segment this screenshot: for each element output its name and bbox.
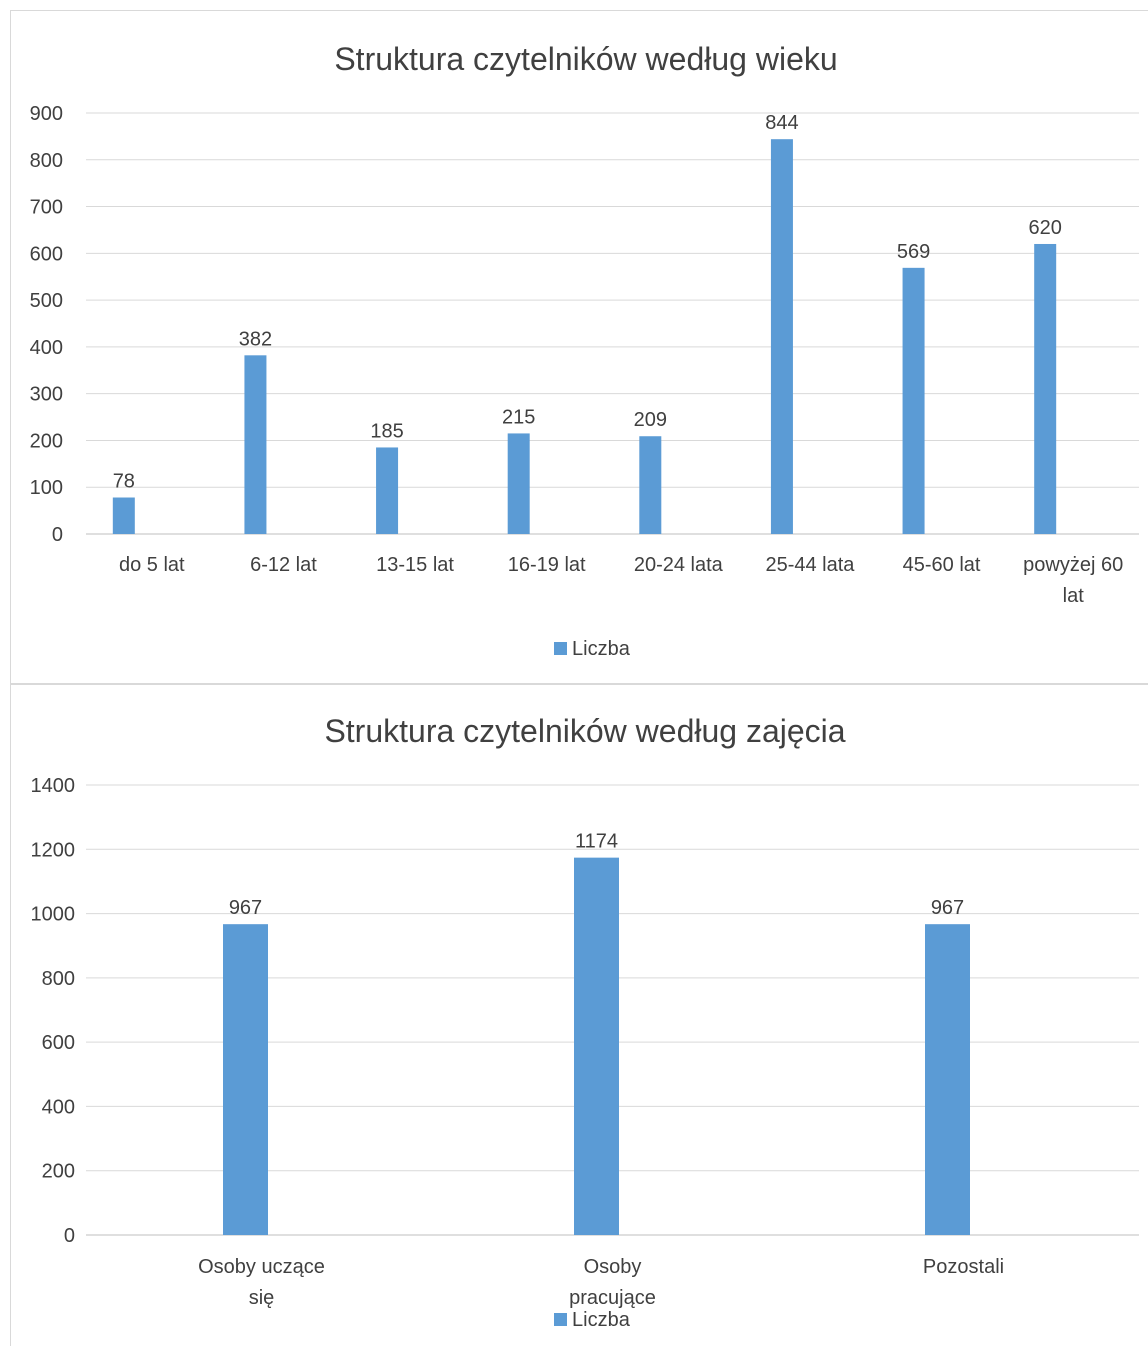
y-tick-label: 500 <box>30 290 63 312</box>
chart-age: Struktura czytelników według wieku 0 100 20… <box>10 10 1148 684</box>
y-tick-label: 100 <box>30 477 63 499</box>
y-tick-label: 1400 <box>31 775 76 797</box>
x-category-label: Osoby uczące się <box>198 1256 325 1309</box>
y-tick-label: 600 <box>42 1032 75 1054</box>
bar <box>244 355 267 534</box>
chart-title: Struktura czytelników według zajęcia <box>324 713 845 749</box>
legend-label: Liczba <box>572 1309 631 1331</box>
data-label: 569 <box>897 241 930 263</box>
bar <box>112 497 135 534</box>
y-tick-label: 800 <box>42 968 75 990</box>
chart-title: Struktura czytelników według wieku <box>334 41 837 77</box>
y-tick-label: 600 <box>30 243 63 265</box>
legend-swatch <box>554 642 567 655</box>
y-tick-label: 400 <box>42 1096 75 1118</box>
y-tick-label: 0 <box>64 1225 75 1247</box>
x-category-label: 16-19 lat <box>508 554 586 576</box>
bar <box>902 267 925 534</box>
data-label: 209 <box>634 409 667 431</box>
x-category-label: Osoby pracujące <box>569 1256 656 1309</box>
x-category-label: Pozostali <box>923 1256 1004 1278</box>
y-tick-label: 200 <box>30 430 63 452</box>
data-label: 967 <box>931 897 964 919</box>
data-label: 1174 <box>575 831 618 853</box>
data-label: 620 <box>1029 217 1062 239</box>
y-tick-label: 1200 <box>31 839 76 861</box>
y-tick-label: 300 <box>30 384 63 406</box>
data-label: 844 <box>765 112 798 134</box>
y-tick-label: 1000 <box>31 904 76 926</box>
y-tick-label: 0 <box>52 524 63 546</box>
data-label: 382 <box>239 328 272 350</box>
x-category-label: do 5 lat <box>119 554 185 576</box>
bar <box>925 924 970 1235</box>
x-category-label: 6-12 lat <box>250 554 317 576</box>
data-label: 215 <box>502 406 535 428</box>
y-tick-label: 700 <box>30 197 63 219</box>
x-category-label: 45-60 lat <box>903 554 981 576</box>
y-tick-label: 800 <box>30 150 63 172</box>
data-label: 78 <box>113 471 135 493</box>
bar <box>507 433 530 534</box>
bar <box>376 447 399 534</box>
y-tick-label: 200 <box>42 1161 75 1183</box>
x-category-label: 25-44 lata <box>765 554 855 576</box>
bar <box>574 857 619 1235</box>
y-tick-label: 400 <box>30 337 63 359</box>
legend-swatch <box>554 1313 567 1326</box>
y-tick-label: 900 <box>30 103 63 125</box>
bar <box>223 924 268 1235</box>
data-label: 967 <box>229 897 262 919</box>
bar <box>770 139 793 534</box>
x-category-label: powyżej 60 lat <box>1023 554 1123 607</box>
x-category-label: 20-24 lata <box>634 554 724 576</box>
bar <box>639 436 662 534</box>
bar <box>1034 243 1057 534</box>
chart-occupation-svg: Struktura czytelników według zajęcia 0 200… <box>31 713 1139 1331</box>
legend-label: Liczba <box>572 638 631 660</box>
chart-occupation: Struktura czytelników według zajęcia 0 200… <box>10 684 1148 1346</box>
x-category-label: 13-15 lat <box>376 554 454 576</box>
data-label: 185 <box>370 420 403 442</box>
chart-age-svg: Struktura czytelników według wieku 0 100 20… <box>30 41 1139 660</box>
